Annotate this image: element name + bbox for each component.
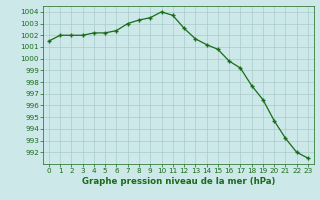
X-axis label: Graphe pression niveau de la mer (hPa): Graphe pression niveau de la mer (hPa) <box>82 177 275 186</box>
